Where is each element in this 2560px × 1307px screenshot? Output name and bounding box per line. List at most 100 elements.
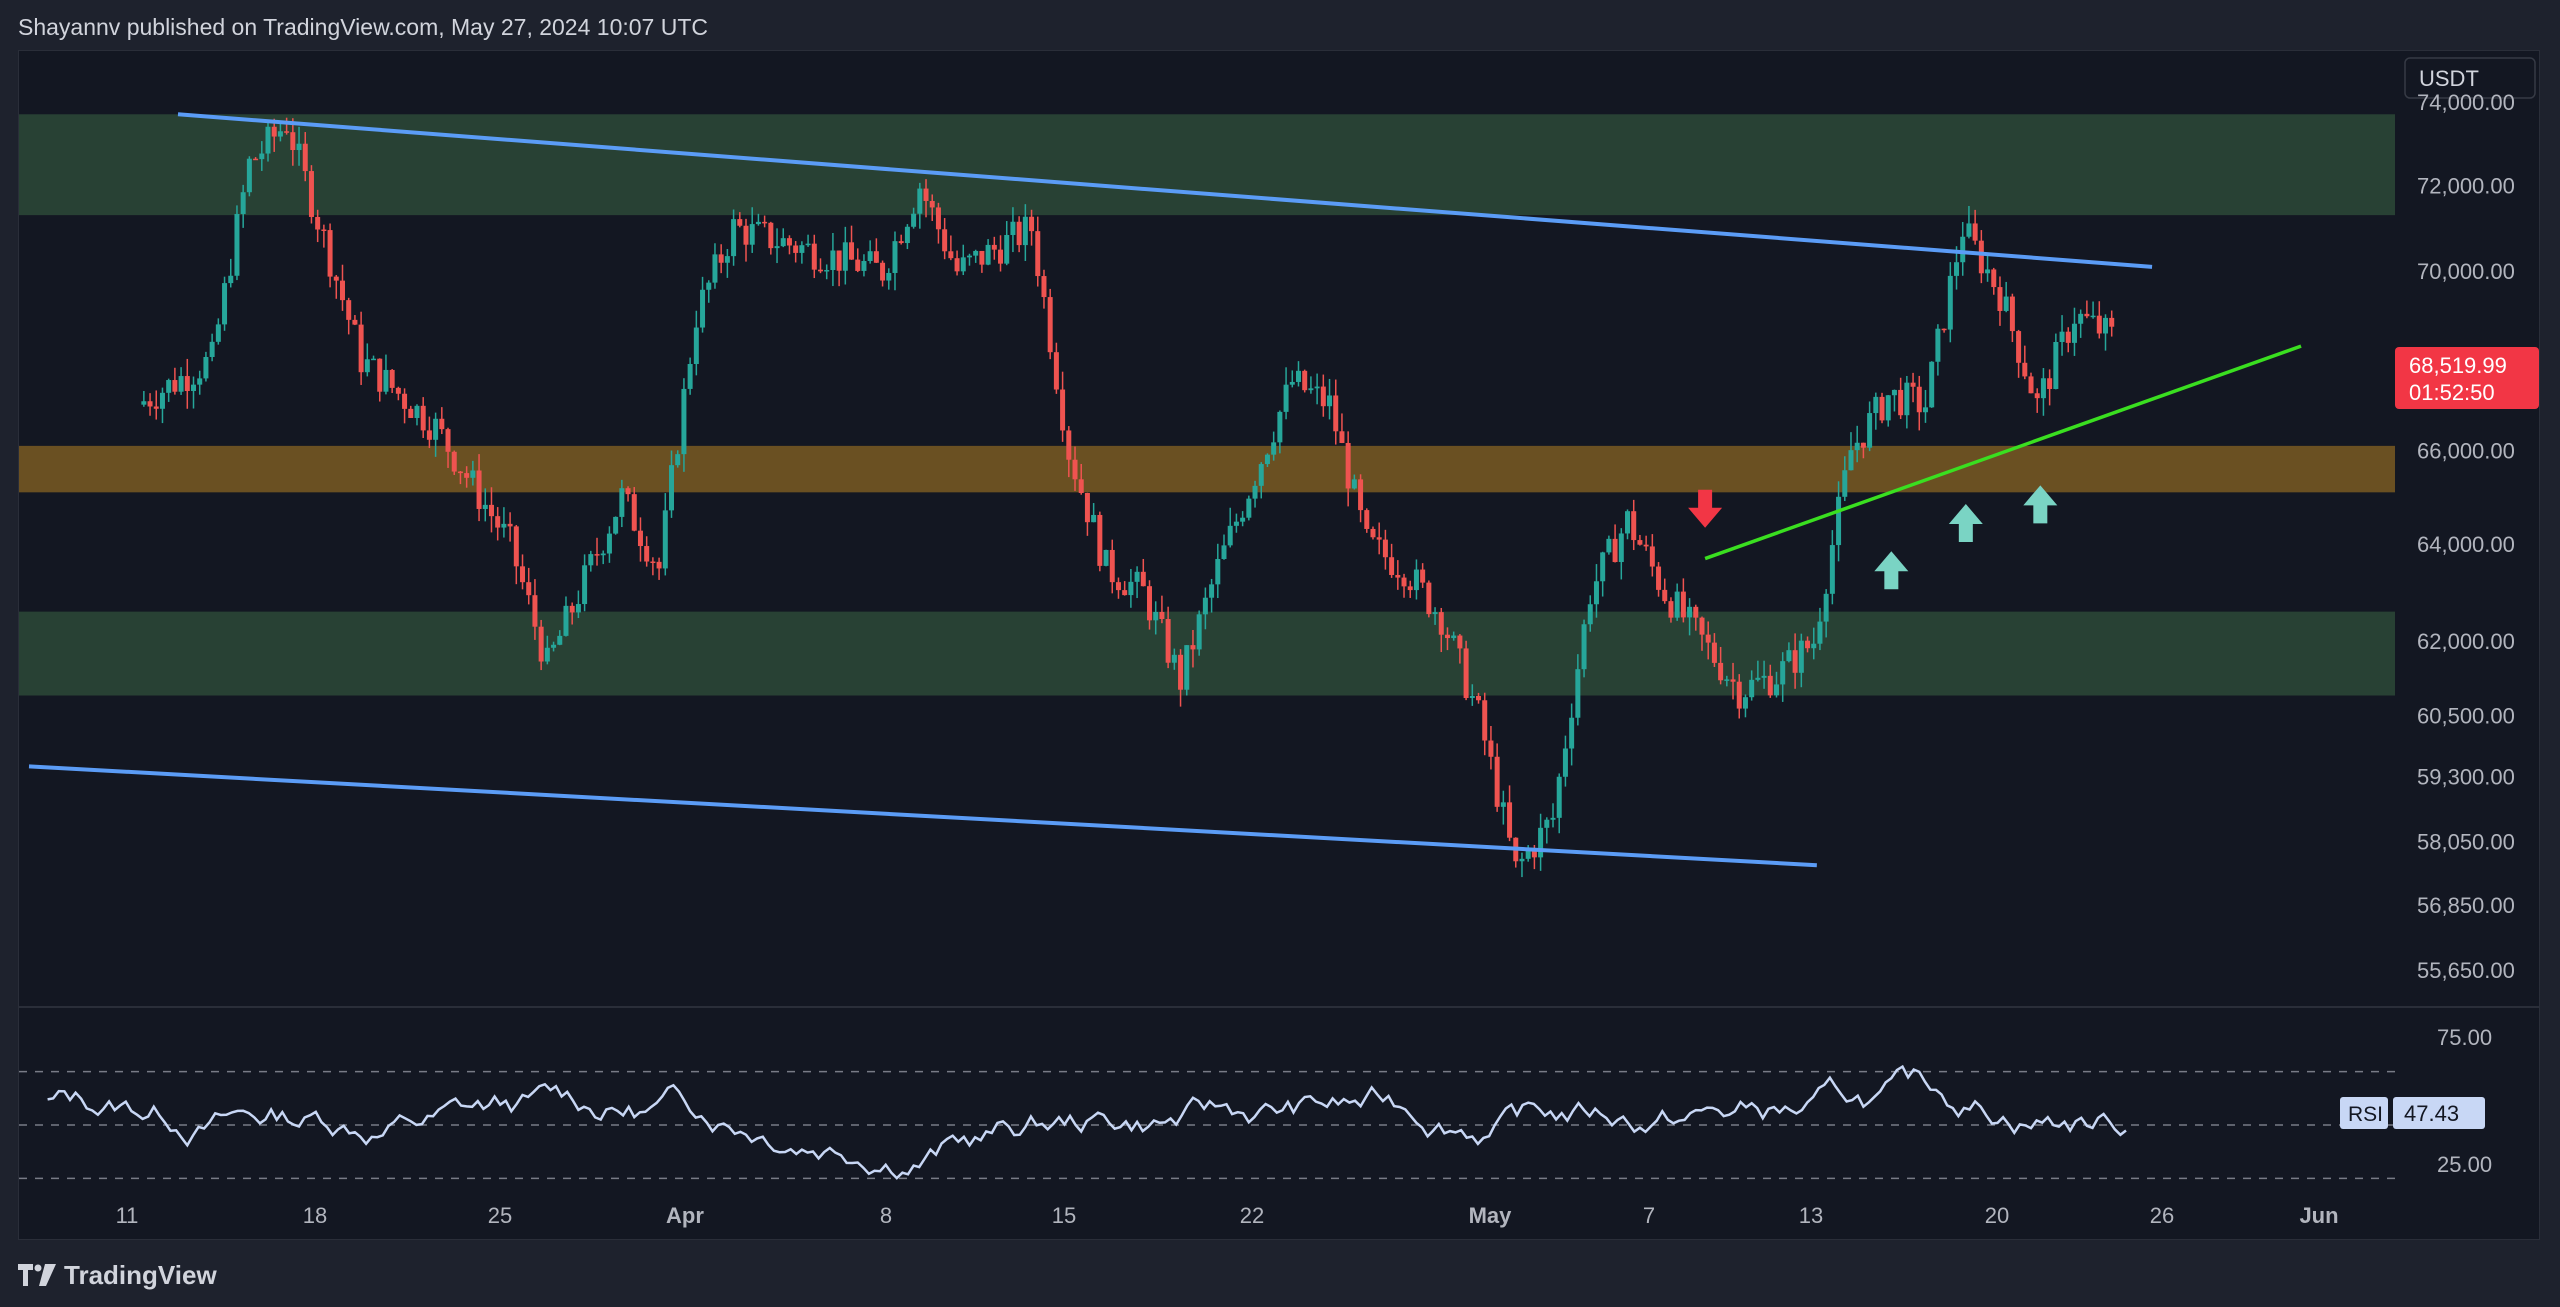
candle: [817, 258, 823, 274]
candle: [1190, 630, 1196, 668]
candle: [830, 232, 836, 287]
candle: [700, 276, 706, 333]
candle: [1078, 463, 1084, 495]
candle: [867, 240, 873, 264]
candle: [749, 207, 755, 253]
candle: [544, 635, 550, 665]
candle: [1115, 577, 1121, 599]
currency-badge[interactable]: [2404, 57, 2536, 99]
candle: [191, 376, 197, 409]
price-tick: 66,000.00: [2417, 438, 2515, 463]
candle: [1941, 328, 1947, 333]
candle: [2096, 301, 2102, 339]
candle: [1178, 649, 1184, 707]
candle: [1103, 549, 1109, 567]
candle: [488, 487, 494, 533]
candle: [333, 274, 339, 299]
candle: [799, 241, 805, 264]
candle: [774, 228, 780, 264]
footer-brand[interactable]: TradingView: [18, 1257, 217, 1293]
candle: [253, 157, 259, 161]
candle: [1960, 221, 1966, 276]
candle: [1755, 660, 1761, 682]
candle: [1457, 634, 1463, 664]
candle: [1407, 580, 1413, 598]
price-scale[interactable]: USDT 74,000.00 72,000.00 70,000.00 66,000.0…: [2395, 57, 2539, 983]
candle: [1507, 785, 1513, 842]
candle: [1811, 627, 1817, 660]
candle: [687, 357, 693, 395]
candle: [1761, 660, 1767, 689]
candle: [1711, 633, 1717, 667]
candle: [1233, 513, 1239, 533]
candle: [402, 388, 408, 424]
price-tick: 55,650.00: [2417, 958, 2515, 983]
chart-canvas[interactable]: USDT 74,000.00 72,000.00 70,000.00 66,000.0…: [19, 51, 2539, 1239]
rsi-pane[interactable]: [19, 1064, 2395, 1180]
candle: [1022, 204, 1028, 261]
candle: [501, 507, 507, 538]
candle: [2078, 309, 2084, 338]
candle: [426, 416, 432, 449]
candle: [1860, 442, 1866, 459]
candle: [2003, 281, 2009, 313]
candle: [1786, 642, 1792, 663]
candle: [1147, 580, 1153, 630]
candle: [849, 225, 855, 260]
candle: [898, 234, 904, 245]
rsi-scale[interactable]: 75.00 25.00 RSI 47.43: [2340, 1025, 2492, 1177]
candle: [1351, 474, 1357, 490]
candle: [824, 264, 830, 280]
candle: [569, 602, 575, 625]
candle: [513, 525, 519, 585]
candle: [861, 254, 867, 277]
candle: [166, 378, 172, 402]
lower-zone: [19, 611, 2395, 696]
time-label: 22: [1240, 1203, 1264, 1228]
tradingview-logo-icon: [18, 1264, 56, 1286]
candle: [619, 479, 625, 528]
chart-frame[interactable]: USDT 74,000.00 72,000.00 70,000.00 66,000.0…: [18, 50, 2540, 1240]
lines-layer[interactable]: [28, 112, 2302, 868]
candle: [1922, 389, 1928, 423]
candle: [786, 235, 792, 255]
candle: [1010, 207, 1016, 253]
candle: [246, 156, 252, 197]
candle: [1320, 374, 1326, 417]
time-axis[interactable]: 11 18 25 Apr 8 15 22 May 7 13 20 26 Jun: [116, 1203, 2339, 1228]
candle: [377, 358, 383, 402]
rsi-tick-25: 25.00: [2437, 1152, 2492, 1177]
candle: [408, 405, 414, 419]
candle: [2028, 372, 2034, 394]
candle: [1444, 627, 1450, 651]
candle: [203, 351, 209, 382]
candle: [2090, 301, 2096, 319]
candle: [1581, 619, 1587, 678]
candle: [1618, 528, 1624, 580]
candle: [389, 368, 395, 394]
price-tick: 58,050.00: [2417, 830, 2515, 855]
price-tick: 74,000.00: [2417, 90, 2515, 115]
candle: [718, 244, 724, 274]
candle: [1625, 509, 1631, 540]
candle: [215, 318, 221, 345]
candle: [1662, 578, 1668, 604]
candle: [1805, 636, 1811, 653]
price-tick: 72,000.00: [2417, 173, 2515, 198]
candle: [1420, 563, 1426, 588]
candle: [693, 310, 699, 376]
candle: [656, 557, 662, 580]
candle: [979, 250, 985, 273]
candle: [886, 268, 892, 290]
candle: [923, 179, 929, 218]
candle: [271, 118, 277, 152]
candle: [762, 215, 768, 228]
candle: [1904, 375, 1910, 429]
candle: [1084, 492, 1090, 536]
candle: [1327, 378, 1333, 420]
candle: [296, 126, 302, 166]
candle: [346, 297, 352, 335]
candle: [2071, 307, 2077, 356]
candle: [339, 264, 345, 311]
candle: [1476, 692, 1482, 704]
